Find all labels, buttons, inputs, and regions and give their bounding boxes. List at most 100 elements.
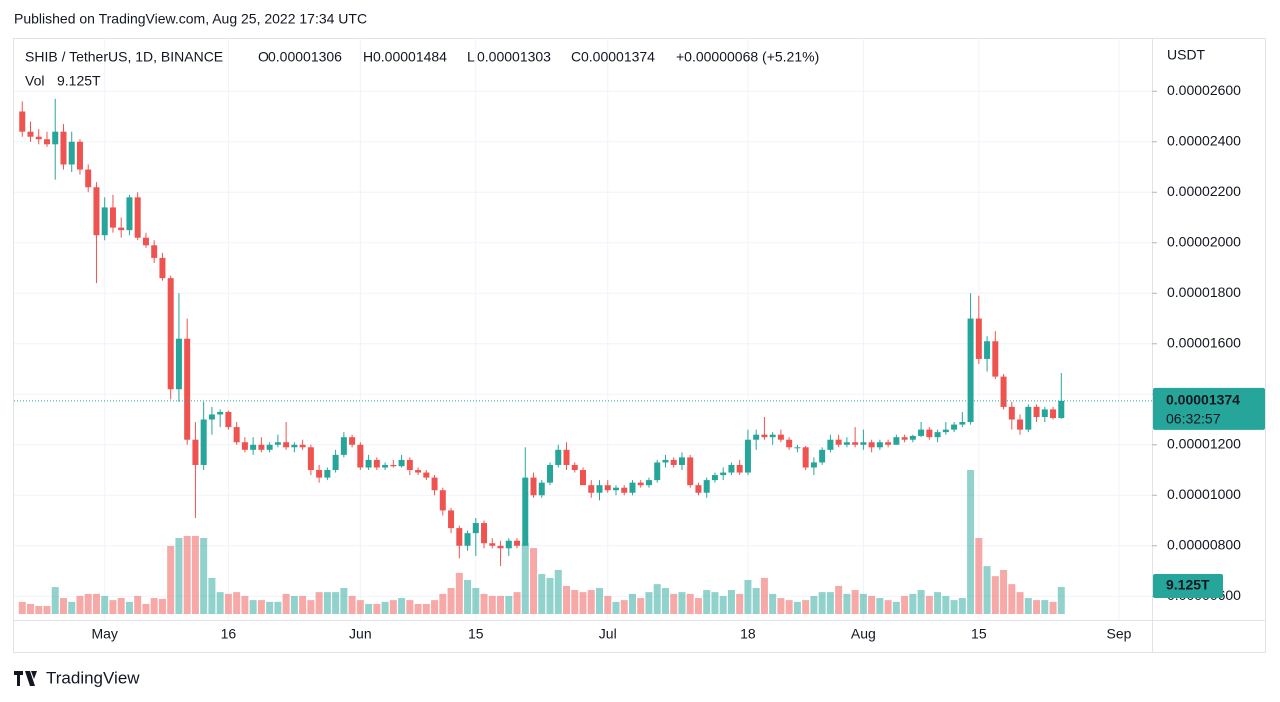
volume-bar [167,545,175,614]
volume-bar [1008,584,1016,614]
volume-bar [125,601,133,614]
symbol: SHIB / TetherUS, 1D, BINANCE [25,49,223,65]
volume-bar [249,600,257,614]
volume-bar [43,606,51,614]
volume-axis-label: 9.125T [1166,577,1210,593]
candle-body [670,459,677,465]
candle-body [200,419,207,465]
volume-bar [134,595,142,614]
candle-body [126,197,133,231]
candle-body [76,141,83,170]
candle-body [547,464,554,483]
candle-body [258,444,265,450]
volume-bar [892,601,900,614]
candle-body [711,475,718,481]
y-tick-label: 0.00002400 [1167,132,1241,148]
candle-body [901,437,908,440]
volume-bar [917,590,925,614]
candle-body [241,442,248,450]
volume-bar [563,585,571,614]
volume-bar [686,593,694,614]
candle-body [687,457,694,486]
candle-body [283,442,290,448]
volume-bar [373,603,381,614]
candle-body [629,482,636,493]
volume-bar [365,603,373,614]
volume-bar [719,595,727,614]
candle-body [489,543,496,546]
volume-bar [637,598,645,614]
volume-bar [620,600,628,614]
ohlc-name: C [571,49,581,65]
volume-bar [414,603,422,614]
volume-bar [554,569,562,614]
volume-bar [876,598,884,614]
volume-bar [587,590,595,614]
candle-body [645,480,652,486]
candle-body [1058,400,1065,419]
ohlc-value: 0.00001374 [581,49,655,65]
candle-body [85,169,92,188]
candle-body [819,449,826,463]
candle-body [538,482,545,496]
volume-bar [711,592,719,614]
volume-bar [224,593,232,614]
candle-body [868,442,875,448]
candle-body [27,131,34,137]
volume-bar [381,601,389,614]
candle-body [109,207,116,228]
volume-bar [35,606,43,614]
volume-bar [694,598,702,614]
candle-body [398,459,405,467]
x-tick-label: 15 [971,626,987,642]
volume-bar [934,592,942,614]
candle-body [505,540,512,549]
candle-body [612,487,619,491]
volume-bar [925,595,933,614]
candle-body [786,439,793,448]
candle-body [19,111,26,132]
candle-body [52,131,59,145]
candle-body [860,442,867,445]
y-tick-label: 0.00001200 [1167,435,1241,451]
volume-bar [868,595,876,614]
volume-bar [802,600,810,614]
volume-bar [843,593,851,614]
volume-bar [480,593,488,614]
candle-body [217,411,224,415]
candle-body [332,454,339,471]
volume-bar [505,595,513,614]
volume-bar [826,592,834,614]
candle-body [827,439,834,450]
candle-body [555,449,562,465]
candle-body [340,437,347,455]
candle-body [225,411,232,428]
volume-bar [439,593,447,614]
candle-body [678,457,685,465]
volume-bar [1033,600,1041,614]
candle-body [357,444,364,468]
volume-bar [645,592,653,614]
volume-value: 9.125T [57,73,101,89]
volume-bar [332,592,340,614]
countdown: 06:32:57 [1166,411,1221,427]
volume-bar [101,595,109,614]
candle-body [365,459,372,468]
volume-bar [241,595,249,614]
y-tick-label: 0.00000800 [1167,536,1241,552]
volume-bar [942,595,950,614]
candle-body [736,464,743,473]
candle-body [159,257,166,279]
volume-bar [323,592,331,614]
volume-bar [752,587,760,614]
volume-bar [299,595,307,614]
chart-frame [13,38,1266,653]
candle-body [439,490,446,511]
volume-bar [175,538,183,614]
candle-body [926,429,933,438]
volume-bar [282,593,290,614]
volume-bar [769,593,777,614]
candle-body [175,338,182,390]
volume-bar [521,543,529,614]
candle-body [918,429,925,436]
